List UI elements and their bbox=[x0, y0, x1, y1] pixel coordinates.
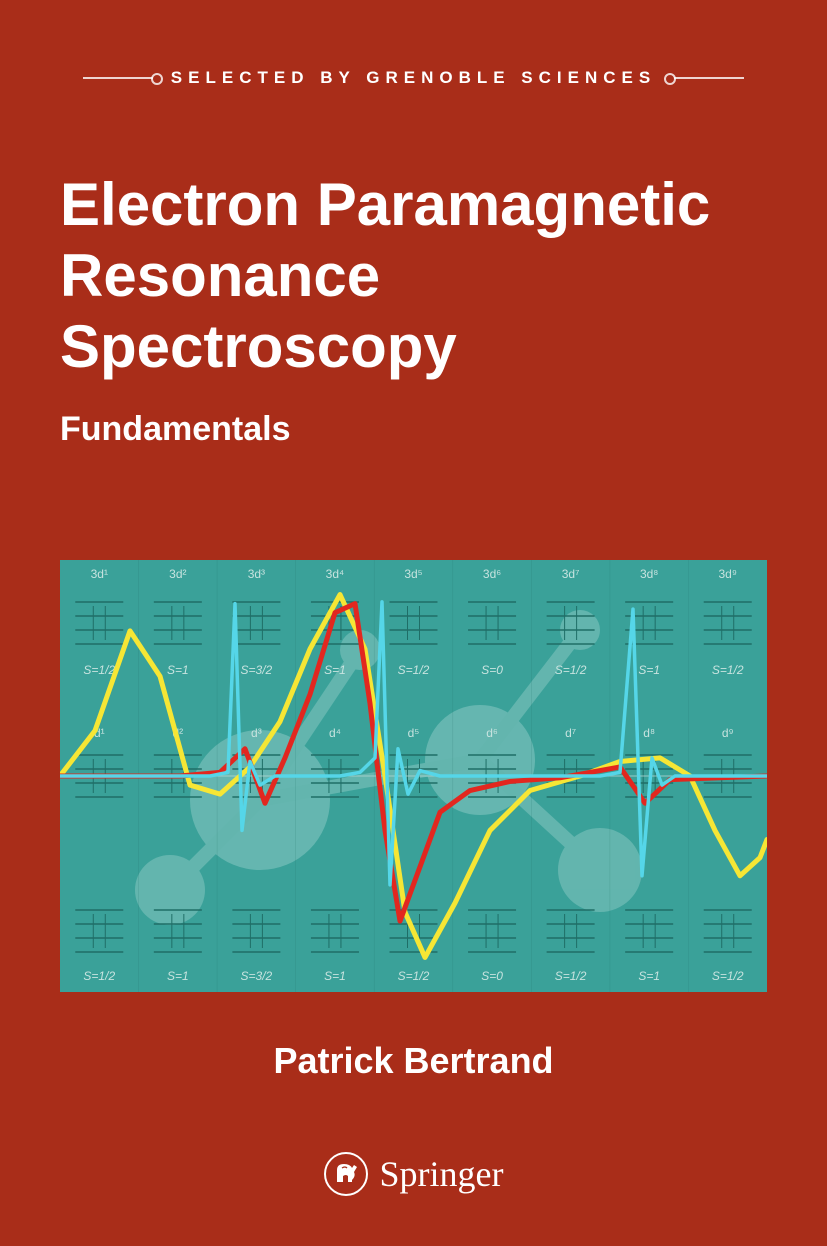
svg-text:S=3/2: S=3/2 bbox=[241, 663, 273, 677]
svg-text:d⁷: d⁷ bbox=[565, 726, 576, 740]
svg-text:S=1/2: S=1/2 bbox=[398, 663, 430, 677]
springer-horse-icon bbox=[324, 1152, 368, 1196]
svg-text:S=1: S=1 bbox=[638, 663, 660, 677]
series-banner: SELECTED BY GRENOBLE SCIENCES bbox=[0, 68, 827, 88]
svg-text:d⁸: d⁸ bbox=[643, 726, 655, 740]
svg-text:S=1: S=1 bbox=[167, 969, 189, 983]
svg-text:S=1/2: S=1/2 bbox=[83, 969, 115, 983]
epr-spectrum-svg: 3d¹S=1/2d¹S=1/23d²S=1d²S=13d³S=3/2d³S=3/… bbox=[60, 560, 767, 992]
book-title: Electron Paramagnetic Resonance Spectros… bbox=[60, 170, 767, 382]
svg-text:d⁶: d⁶ bbox=[486, 726, 498, 740]
title-block: Electron Paramagnetic Resonance Spectros… bbox=[60, 170, 767, 449]
title-line-3: Spectroscopy bbox=[60, 313, 457, 380]
svg-text:3d⁸: 3d⁸ bbox=[640, 567, 658, 581]
svg-text:S=1/2: S=1/2 bbox=[712, 969, 744, 983]
svg-text:S=1: S=1 bbox=[324, 969, 346, 983]
svg-text:S=1: S=1 bbox=[324, 663, 346, 677]
svg-text:d⁵: d⁵ bbox=[408, 726, 420, 740]
publisher-block: Springer bbox=[0, 1152, 827, 1196]
svg-text:S=0: S=0 bbox=[481, 663, 503, 677]
book-subtitle: Fundamentals bbox=[60, 410, 767, 449]
svg-text:S=1/2: S=1/2 bbox=[83, 663, 115, 677]
svg-text:S=1: S=1 bbox=[167, 663, 189, 677]
svg-text:3d⁶: 3d⁶ bbox=[483, 567, 501, 581]
title-line-2: Resonance bbox=[60, 242, 380, 309]
cover-illustration: 3d¹S=1/2d¹S=1/23d²S=1d²S=13d³S=3/2d³S=3/… bbox=[60, 560, 767, 992]
svg-text:S=0: S=0 bbox=[481, 969, 503, 983]
svg-text:S=1: S=1 bbox=[638, 969, 660, 983]
svg-text:3d⁴: 3d⁴ bbox=[326, 567, 345, 581]
svg-text:S=1/2: S=1/2 bbox=[555, 663, 587, 677]
title-line-1: Electron Paramagnetic bbox=[60, 171, 710, 238]
svg-text:S=1/2: S=1/2 bbox=[555, 969, 587, 983]
author-name: Patrick Bertrand bbox=[0, 1040, 827, 1082]
svg-text:S=1/2: S=1/2 bbox=[712, 663, 744, 677]
svg-text:S=3/2: S=3/2 bbox=[241, 969, 273, 983]
svg-text:3d³: 3d³ bbox=[248, 567, 265, 581]
svg-text:d³: d³ bbox=[251, 726, 262, 740]
svg-text:3d²: 3d² bbox=[169, 567, 186, 581]
svg-text:3d⁹: 3d⁹ bbox=[718, 567, 737, 581]
svg-text:3d¹: 3d¹ bbox=[91, 567, 108, 581]
series-label: SELECTED BY GRENOBLE SCIENCES bbox=[171, 68, 656, 88]
rule-left bbox=[83, 77, 153, 79]
svg-text:d⁹: d⁹ bbox=[722, 726, 734, 740]
svg-text:S=1/2: S=1/2 bbox=[398, 969, 430, 983]
rule-right bbox=[674, 77, 744, 79]
publisher-name: Springer bbox=[380, 1153, 504, 1195]
svg-text:3d⁵: 3d⁵ bbox=[404, 567, 422, 581]
svg-text:3d⁷: 3d⁷ bbox=[562, 567, 580, 581]
svg-text:d⁴: d⁴ bbox=[329, 726, 341, 740]
